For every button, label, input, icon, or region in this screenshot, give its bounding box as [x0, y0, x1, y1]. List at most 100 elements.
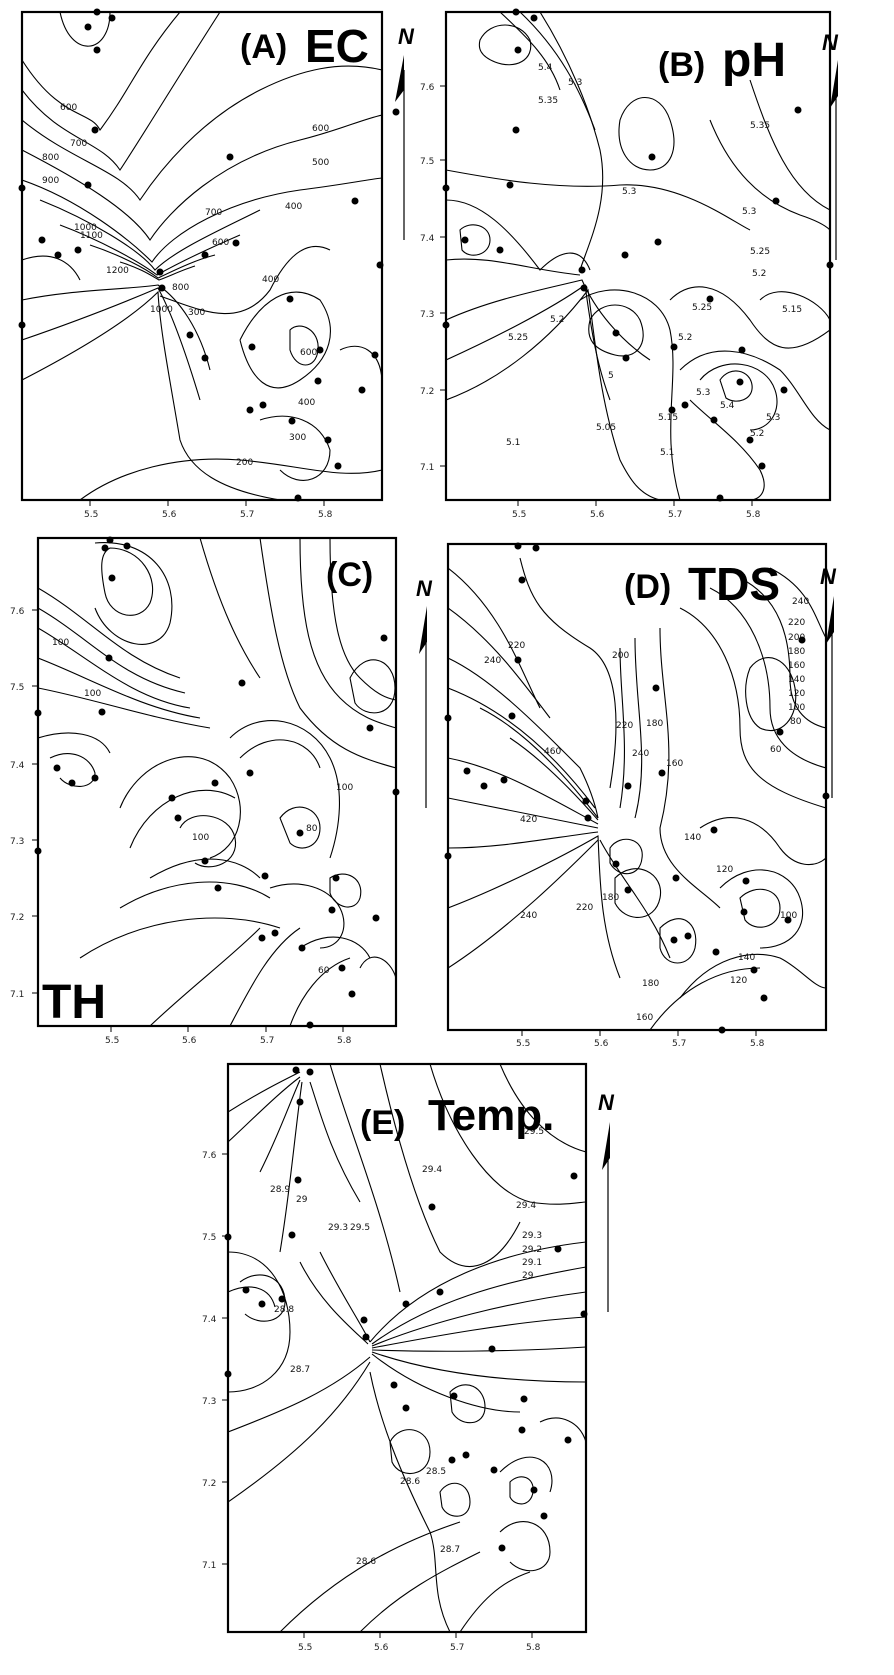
sampling-site-point — [462, 1451, 470, 1459]
axis-tick-label: 5.8 — [750, 1039, 765, 1049]
sampling-site-point — [108, 14, 116, 22]
contour-line — [499, 12, 561, 91]
contour-label: 28.8 — [274, 1305, 294, 1315]
contour-label: 600 — [212, 238, 229, 248]
axis-tick-label: 5.8 — [337, 1036, 352, 1046]
contour-label: 80 — [790, 717, 802, 727]
axis-tick-label: 5.5 — [516, 1039, 530, 1049]
sampling-site-point — [826, 261, 834, 269]
sampling-site-point — [648, 153, 656, 161]
sampling-site-point — [652, 684, 660, 692]
axis-tick-label: 7.5 — [420, 157, 434, 167]
sampling-site-point — [351, 197, 359, 205]
contour-label: 5.2 — [678, 333, 692, 343]
contour-line — [228, 1361, 371, 1503]
sites-d — [444, 542, 830, 1034]
contour-line — [259, 1079, 301, 1173]
sampling-site-point — [738, 346, 746, 354]
sampling-site-point — [68, 779, 76, 787]
north-arrow-icon — [395, 55, 404, 102]
sampling-site-point — [794, 106, 802, 114]
contour-label: 5.2 — [550, 315, 564, 325]
contour-line — [94, 542, 173, 645]
sampling-site-point — [798, 636, 806, 644]
contour-line — [299, 1261, 369, 1345]
contour-label: 140 — [738, 953, 755, 963]
y-ticks-b: 7.6 7.5 7.4 7.3 7.2 7.1 — [420, 83, 446, 473]
contour-line — [689, 399, 765, 500]
contour-label: 5 — [608, 371, 614, 381]
contour-line — [499, 1064, 586, 1153]
sampling-site-point — [710, 416, 718, 424]
contour-line — [119, 881, 271, 909]
contour-line — [371, 1346, 586, 1352]
contour-line — [329, 538, 396, 701]
contour-label: 80 — [306, 824, 318, 834]
sampling-site-point — [232, 239, 240, 247]
contour-line — [229, 720, 341, 859]
axis-tick-label: 7.6 — [10, 607, 25, 617]
axis-tick-label: 5.8 — [318, 510, 333, 520]
y-ticks-e: 7.6 7.5 7.4 7.3 7.2 7.1 — [202, 1151, 228, 1571]
sampling-site-point — [506, 181, 514, 189]
title-a: (A) EC — [240, 20, 369, 72]
sampling-site-point — [712, 948, 720, 956]
contour-label: 220 — [576, 903, 593, 913]
contour-label: 60 — [770, 745, 782, 755]
sampling-site-point — [224, 1370, 232, 1378]
contour-line — [659, 627, 721, 909]
sampling-site-point — [296, 829, 304, 837]
contour-line — [228, 1076, 301, 1143]
x-ticks-c: 5.5 5.6 5.7 5.8 — [105, 1026, 352, 1046]
contour-line — [59, 12, 111, 47]
sampling-site-point — [520, 1395, 528, 1403]
contour-label: 140 — [788, 675, 805, 685]
contour-line — [369, 1371, 451, 1632]
sampling-site-point — [450, 1392, 458, 1400]
sampling-site-point — [292, 1066, 300, 1074]
contour-line — [259, 415, 331, 481]
sampling-site-point — [123, 542, 131, 550]
contour-line — [239, 739, 321, 769]
contour-label: 5.3 — [622, 187, 636, 197]
contours-e — [228, 1064, 586, 1632]
contour-line — [359, 1551, 481, 1632]
sampling-site-point — [294, 1176, 302, 1184]
contour-line — [359, 956, 396, 979]
contour-label: 5.4 — [720, 401, 735, 411]
sampling-site-point — [390, 1381, 398, 1389]
contour-line — [279, 1521, 461, 1632]
contour-label: 180 — [602, 893, 619, 903]
sampling-site-point — [238, 679, 246, 687]
contour-label: 29 — [296, 1195, 308, 1205]
contour-label: 240 — [520, 911, 537, 921]
sampling-site-point — [324, 436, 332, 444]
contour-label: 240 — [484, 656, 501, 666]
x-ticks-b: 5.5 5.6 5.7 5.8 — [512, 500, 761, 520]
contour-label: 1100 — [80, 231, 103, 241]
contour-line — [38, 587, 181, 679]
contour-line — [179, 815, 236, 868]
sampling-site-point — [672, 874, 680, 882]
sampling-site-point — [84, 23, 92, 31]
contour-label: 28.6 — [400, 1477, 420, 1487]
axis-tick-label: 7.1 — [420, 463, 434, 473]
axis-tick-label: 5.5 — [84, 510, 98, 520]
sampling-site-point — [271, 929, 279, 937]
sampling-site-point — [226, 153, 234, 161]
sampling-site-point — [444, 714, 452, 722]
sampling-site-point — [53, 764, 61, 772]
sampling-site-point — [736, 378, 744, 386]
sampling-site-point — [261, 872, 269, 880]
sampling-site-point — [84, 181, 92, 189]
sampling-site-point — [532, 544, 540, 552]
north-arrow-a: N — [395, 24, 415, 240]
axis-tick-label: 5.5 — [298, 1643, 312, 1653]
contour-line — [389, 1429, 431, 1475]
contour-label: 5.3 — [568, 78, 582, 88]
contour-line — [448, 831, 599, 849]
contour-line — [59, 224, 241, 276]
sampling-site-point — [670, 343, 678, 351]
sampling-site-point — [776, 728, 784, 736]
contour-line — [259, 538, 396, 769]
